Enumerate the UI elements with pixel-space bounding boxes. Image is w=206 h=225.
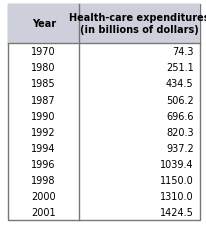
Text: 696.6: 696.6 xyxy=(166,111,194,121)
Text: 1998: 1998 xyxy=(32,175,56,185)
Text: 1039.4: 1039.4 xyxy=(160,159,194,169)
Text: 1992: 1992 xyxy=(31,127,56,137)
Text: 1970: 1970 xyxy=(31,47,56,57)
Text: Health-care expenditures
(in billions of dollars): Health-care expenditures (in billions of… xyxy=(69,13,206,35)
Text: 1990: 1990 xyxy=(32,111,56,121)
Bar xyxy=(8,4,200,44)
Text: 251.1: 251.1 xyxy=(166,63,194,73)
Text: 1994: 1994 xyxy=(32,143,56,153)
Text: 1980: 1980 xyxy=(32,63,56,73)
Text: 506.2: 506.2 xyxy=(166,95,194,105)
Text: 1985: 1985 xyxy=(31,79,56,89)
Text: 1310.0: 1310.0 xyxy=(160,191,194,201)
Text: 2000: 2000 xyxy=(31,191,56,201)
Text: 74.3: 74.3 xyxy=(172,47,194,57)
Text: 1987: 1987 xyxy=(31,95,56,105)
Text: 937.2: 937.2 xyxy=(166,143,194,153)
Text: 1424.5: 1424.5 xyxy=(160,207,194,217)
Text: 1150.0: 1150.0 xyxy=(160,175,194,185)
Text: 820.3: 820.3 xyxy=(166,127,194,137)
Text: 434.5: 434.5 xyxy=(166,79,194,89)
Text: 1996: 1996 xyxy=(32,159,56,169)
Text: Year: Year xyxy=(32,19,56,29)
Text: 2001: 2001 xyxy=(31,207,56,217)
